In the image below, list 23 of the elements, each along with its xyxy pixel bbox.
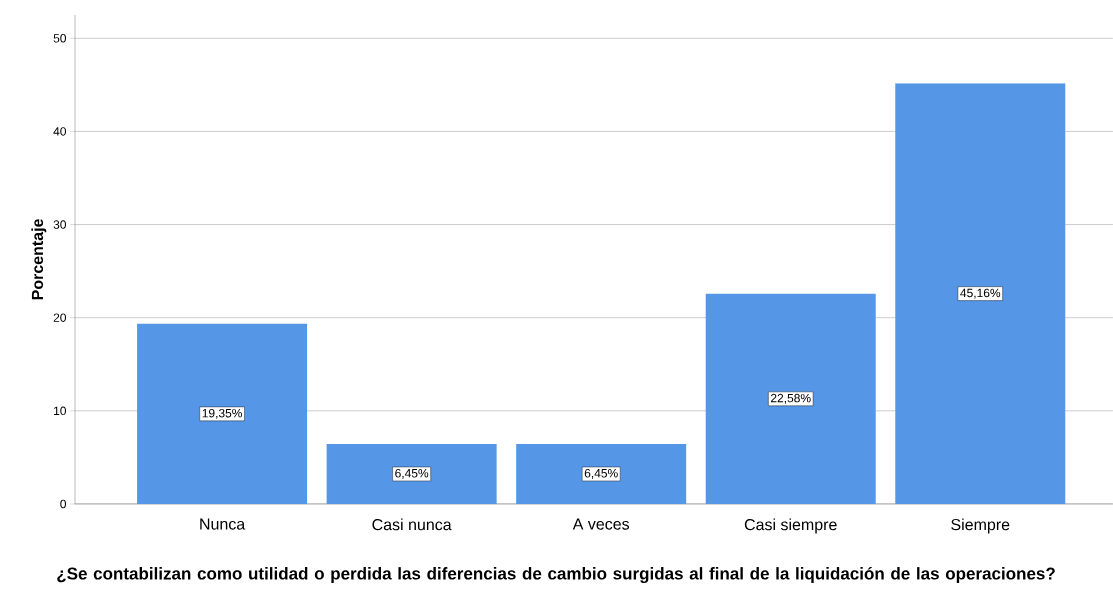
y-tick-label: 10 (54, 406, 67, 416)
data-label: 45,16% (960, 288, 1001, 299)
data-label: 6,45% (395, 468, 429, 479)
y-tick-label: 20 (53, 313, 67, 322)
x-axis-title: ¿Se contabilizan como utilidad o perdida las diferencias de cambio surgidas al final de la liquidación de las operaciones? (57, 566, 1055, 584)
y-axis-title: Porcentaje (31, 219, 47, 300)
bar (137, 323, 308, 504)
bar (895, 83, 1066, 504)
x-tick-label: Nunca (200, 518, 246, 530)
y-tick-label: 30 (53, 220, 67, 229)
y-tick-label: 50 (53, 34, 67, 43)
x-tick-label: A veces (572, 518, 630, 530)
data-label: 22,58% (770, 393, 811, 404)
y-tick-label: 0 (60, 499, 67, 509)
bar (705, 293, 876, 504)
x-tick-label: Casi siempre (744, 518, 837, 534)
y-tick-label: 40 (53, 127, 67, 136)
data-label: 6,45% (584, 468, 618, 479)
bar (516, 443, 687, 504)
x-tick-label: Casi nunca (372, 518, 452, 531)
x-tick-label: Siempre (951, 518, 1010, 534)
data-label: 19,35% (202, 408, 243, 419)
bar (326, 443, 497, 504)
